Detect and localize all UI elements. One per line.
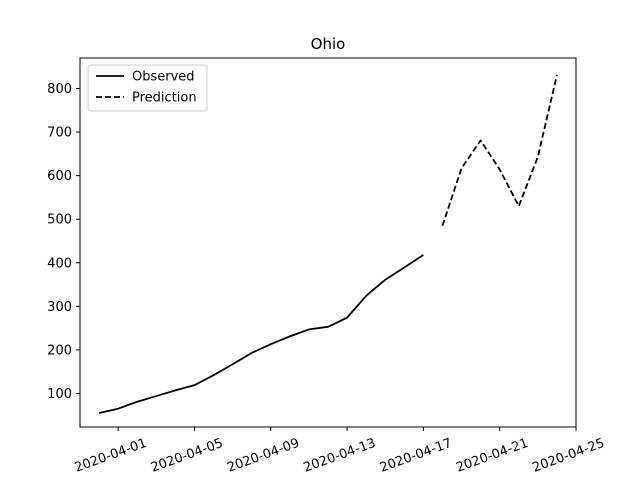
x-tick-label: 2020-04-01 bbox=[73, 436, 149, 476]
x-axis: 2020-04-01 2020-04-05 2020-04-09 2020-04-13… bbox=[73, 427, 607, 476]
y-tick-label: 400 bbox=[47, 256, 72, 271]
x-tick-label: 2020-04-13 bbox=[302, 436, 378, 476]
legend: Observed Prediction bbox=[87, 64, 208, 112]
legend-prediction-label: Prediction bbox=[132, 91, 197, 106]
chart-title: Ohio bbox=[311, 35, 346, 53]
x-tick-label: 2020-04-25 bbox=[531, 436, 607, 476]
y-tick-label: 300 bbox=[47, 300, 72, 315]
y-tick-label: 500 bbox=[47, 213, 72, 228]
legend-observed-label: Observed bbox=[132, 70, 195, 85]
y-tick-label: 100 bbox=[47, 387, 72, 402]
plot-area bbox=[98, 74, 558, 414]
y-axis: 100 200 300 400 500 600 700 800 bbox=[47, 82, 80, 402]
x-tick-label: 2020-04-05 bbox=[149, 436, 225, 476]
y-tick-label: 200 bbox=[47, 343, 72, 358]
y-tick-label: 800 bbox=[47, 82, 72, 97]
axes-frame bbox=[79, 57, 577, 428]
series-line-observed bbox=[98, 254, 424, 414]
x-tick-label: 2020-04-09 bbox=[225, 436, 301, 476]
y-tick-label: 600 bbox=[47, 169, 72, 184]
series-line-prediction bbox=[441, 74, 558, 227]
x-tick-label: 2020-04-21 bbox=[454, 436, 530, 476]
y-tick-label: 700 bbox=[47, 126, 72, 141]
x-tick-label: 2020-04-17 bbox=[378, 436, 454, 476]
